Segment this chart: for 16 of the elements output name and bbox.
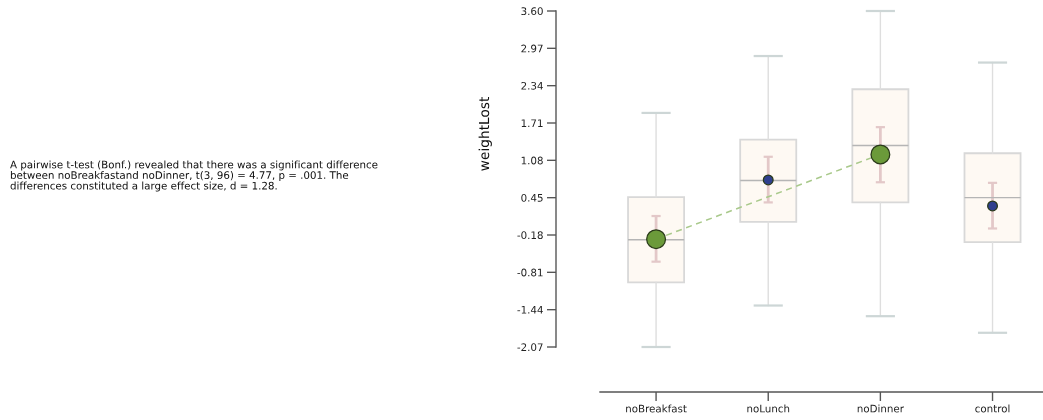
x-tick-label: control: [975, 404, 1010, 413]
y-tick-label: -0.81: [517, 268, 543, 277]
y-tick-label: 2.97: [521, 44, 543, 53]
y-tick-label: 1.08: [521, 156, 543, 165]
y-tick-label: 1.71: [521, 119, 543, 127]
text: A pairwise t-test (Bonf.) revealed that there was a significant difference between noBreakfastand noDinner, t(3, 96) = 4.77, p = .001. The differences constituted a large effect size, d = 1.28.: [10, 160, 378, 192]
y-tick-label: -1.44: [517, 306, 543, 314]
y-axis-title: weightLost: [478, 96, 492, 171]
y-tick-label: 0.45: [521, 193, 543, 202]
y-tick-label: -0.18: [517, 231, 543, 240]
x-tick-label: noLunch: [747, 404, 790, 413]
y-tick-label: -2.07: [517, 343, 543, 352]
y-tick-label: 3.60: [521, 7, 543, 16]
x-tick-label: noDinner: [857, 404, 904, 413]
y-tick-label: 2.34: [521, 81, 543, 90]
x-tick-label: noBreakfast: [626, 404, 687, 413]
